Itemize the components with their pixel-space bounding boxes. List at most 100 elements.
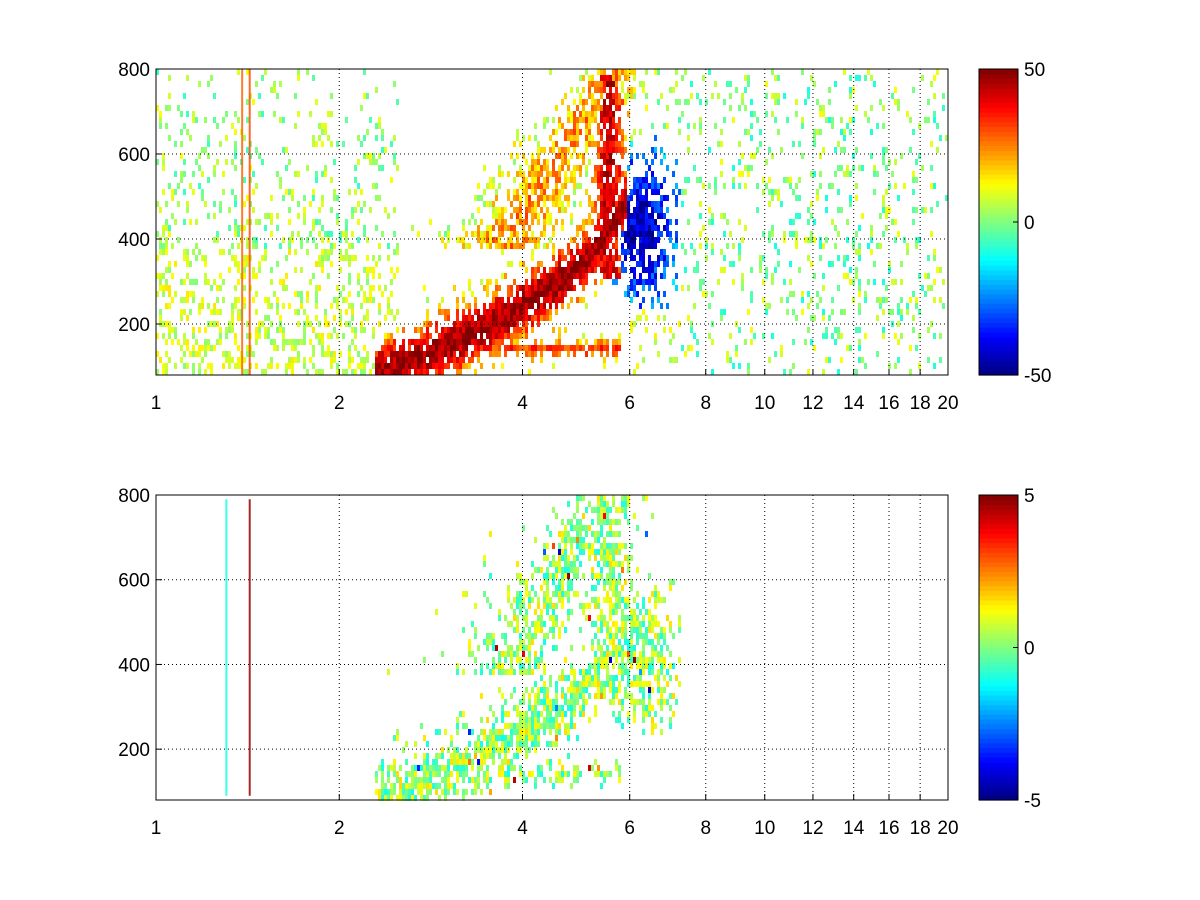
heatmap-cell [531, 573, 534, 579]
heatmap-cell [498, 219, 501, 225]
heatmap-cell [531, 153, 534, 159]
heatmap-cell [810, 213, 813, 219]
heatmap-cell [654, 591, 657, 597]
heatmap-cell [264, 243, 267, 249]
heatmap-cell [534, 213, 537, 219]
heatmap-cell [750, 339, 753, 345]
heatmap-cell [525, 201, 528, 207]
heatmap-cell [642, 195, 645, 201]
heatmap-cell [390, 279, 393, 285]
heatmap-cell [642, 663, 645, 669]
heatmap-cell [543, 723, 546, 729]
heatmap-cell [534, 747, 537, 753]
heatmap-cell [522, 735, 525, 741]
heatmap-cell [519, 201, 522, 207]
heatmap-cell [513, 189, 516, 195]
heatmap-cell [363, 369, 366, 375]
heatmap-cell [549, 711, 552, 717]
heatmap-cell [618, 777, 621, 783]
heatmap-cell [585, 507, 588, 513]
heatmap-cell [819, 111, 822, 117]
heatmap-cell [243, 267, 246, 273]
heatmap-cell [561, 537, 564, 543]
heatmap-cell [519, 345, 522, 351]
heatmap-cell [318, 321, 321, 327]
heatmap-cell [534, 189, 537, 195]
heatmap-cell [498, 207, 501, 213]
heatmap-cell [414, 327, 417, 333]
heatmap-cell [399, 369, 402, 375]
heatmap-cell [570, 699, 573, 705]
heatmap-cell [570, 561, 573, 567]
heatmap-cell [684, 351, 687, 357]
heatmap-cell [876, 123, 879, 129]
heatmap-cell [738, 171, 741, 177]
heatmap-cell [363, 231, 366, 237]
heatmap-cell [474, 747, 477, 753]
heatmap-cell [516, 645, 519, 651]
heatmap-cell [531, 303, 534, 309]
heatmap-cell [639, 249, 642, 255]
heatmap-cell [531, 207, 534, 213]
heatmap-cell [546, 309, 549, 315]
heatmap-cell [348, 243, 351, 249]
heatmap-cell [630, 237, 633, 243]
heatmap-cell [588, 663, 591, 669]
heatmap-cell [564, 561, 567, 567]
heatmap-cell [321, 225, 324, 231]
heatmap-cell [612, 519, 615, 525]
heatmap-cell [456, 357, 459, 363]
heatmap-cell [906, 303, 909, 309]
heatmap-cell [264, 255, 267, 261]
heatmap-cell [747, 81, 750, 87]
heatmap-cell [507, 171, 510, 177]
heatmap-cell [381, 351, 384, 357]
heatmap-cell [723, 309, 726, 315]
heatmap-cell [540, 315, 543, 321]
heatmap-cell [855, 273, 858, 279]
heatmap-cell [528, 699, 531, 705]
heatmap-cell [606, 273, 609, 279]
heatmap-cell [522, 651, 525, 657]
heatmap-cell [492, 351, 495, 357]
heatmap-cell [783, 93, 786, 99]
heatmap-cell [573, 567, 576, 573]
heatmap-cell [330, 303, 333, 309]
heatmap-cell [639, 189, 642, 195]
heatmap-cell [612, 93, 615, 99]
heatmap-cell [606, 645, 609, 651]
heatmap-cell [600, 555, 603, 561]
heatmap-cell [546, 633, 549, 639]
heatmap-cell [366, 237, 369, 243]
heatmap-cell [576, 765, 579, 771]
heatmap-cell [243, 285, 246, 291]
heatmap-cell [222, 351, 225, 357]
heatmap-cell [657, 591, 660, 597]
heatmap-cell [525, 591, 528, 597]
heatmap-cell [585, 279, 588, 285]
heatmap-cell [402, 339, 405, 345]
heatmap-cell [636, 675, 639, 681]
colorbar-segment [979, 212, 1018, 218]
heatmap-cell [615, 591, 618, 597]
heatmap-cell [624, 213, 627, 219]
heatmap-cell [669, 339, 672, 345]
heatmap-cell [864, 111, 867, 117]
heatmap-cell [294, 93, 297, 99]
heatmap-cell [591, 249, 594, 255]
heatmap-cell [438, 765, 441, 771]
heatmap-cell [597, 249, 600, 255]
heatmap-cell [360, 105, 363, 111]
heatmap-cell [624, 621, 627, 627]
heatmap-cell [849, 129, 852, 135]
heatmap-cell [207, 213, 210, 219]
heatmap-cell [894, 333, 897, 339]
heatmap-cell [477, 765, 480, 771]
heatmap-cell [636, 315, 639, 321]
heatmap-cell [291, 189, 294, 195]
heatmap-cell [492, 741, 495, 747]
heatmap-cell [567, 573, 570, 579]
heatmap-cell [750, 291, 753, 297]
heatmap-cell [702, 75, 705, 81]
heatmap-cell [489, 321, 492, 327]
